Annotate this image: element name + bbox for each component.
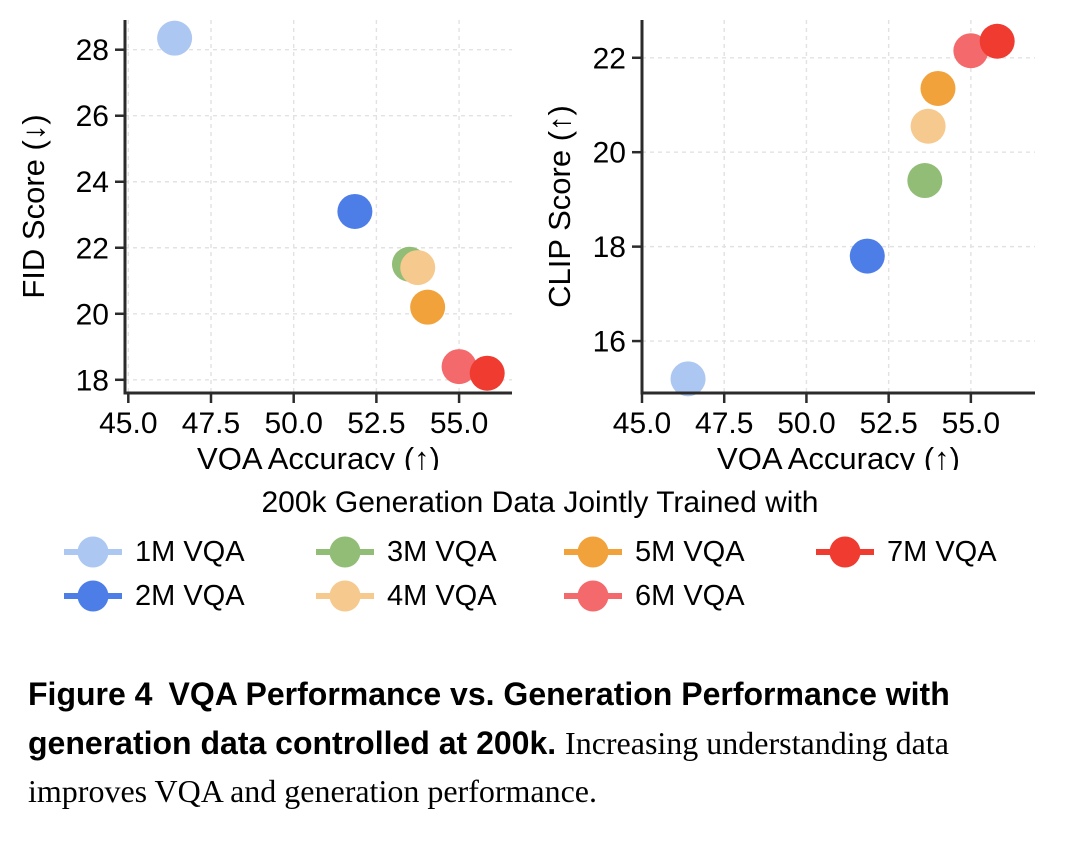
y-tick-label: 18: [593, 231, 626, 264]
legend-marker-icon: [64, 536, 122, 568]
y-axis-label: CLIP Score (↑): [542, 105, 577, 308]
point-7m-vqa: [469, 355, 505, 391]
x-tick-label: 50.0: [777, 407, 835, 440]
legend-item-1m-vqa: 1M VQA: [64, 534, 316, 570]
legend-marker-icon: [64, 580, 122, 612]
point-4m-vqa: [910, 108, 946, 144]
caption-bold-text: VQA Performance vs. Generation Performan…: [28, 676, 950, 761]
point-3m-vqa: [907, 163, 943, 199]
x-tick-label: 55.0: [942, 407, 1000, 440]
point-6m-vqa: [953, 33, 989, 69]
point-7m-vqa: [979, 23, 1015, 59]
x-tick-label: 52.5: [347, 407, 405, 440]
legend-item-7m-vqa: 7M VQA: [816, 534, 1080, 570]
legend-item-5m-vqa: 5M VQA: [564, 534, 816, 570]
x-tick-label: 45.0: [613, 407, 671, 440]
point-5m-vqa: [410, 289, 446, 325]
legend-label: 7M VQA: [887, 535, 997, 568]
point-2m-vqa: [337, 193, 373, 229]
caption-space: [556, 725, 565, 761]
point-4m-vqa: [400, 250, 436, 286]
legend-item-2m-vqa: 2M VQA: [64, 578, 316, 614]
legend-label: 4M VQA: [387, 579, 497, 612]
y-tick-label: 22: [76, 232, 109, 265]
y-tick-label: 20: [593, 137, 626, 170]
legend-item-4m-vqa: 4M VQA: [316, 578, 564, 614]
legend-title: 200k Generation Data Jointly Trained wit…: [261, 486, 819, 519]
x-tick-label: 45.0: [99, 407, 157, 440]
legend-label: 2M VQA: [135, 579, 245, 612]
y-tick-label: 20: [76, 298, 109, 331]
legend-label: 3M VQA: [387, 535, 497, 568]
caption-body-text: Increasing understanding data improves V…: [28, 724, 949, 810]
legend-item-6m-vqa: 6M VQA: [564, 578, 816, 614]
legend-label: 5M VQA: [635, 535, 745, 568]
x-axis-label: VQA Accuracy (↑): [197, 441, 440, 470]
x-tick-label: 52.5: [859, 407, 917, 440]
legend-marker-icon: [316, 536, 374, 568]
y-tick-label: 22: [593, 42, 626, 75]
x-tick-label: 47.5: [695, 407, 753, 440]
point-2m-vqa: [849, 238, 885, 274]
point-5m-vqa: [920, 70, 956, 106]
fid-scatter-chart: 45.0 47.5 50.0 52.5 55.0 18 20 22 24 26 28 VQA Accu…: [16, 20, 512, 470]
legend-label: 1M VQA: [135, 535, 245, 568]
y-tick-label: 16: [593, 326, 626, 359]
legend-marker-icon: [564, 580, 622, 612]
clip-scatter-chart: 45.0 47.5 50.0 52.5 55.0 16 18 20 22 VQA Accuracy…: [542, 20, 1035, 470]
legend-label: 6M VQA: [635, 579, 745, 612]
figure-4: 45.0 47.5 50.0 52.5 55.0 18 20 22 24 26 28 VQA Accu…: [0, 20, 1080, 816]
legend-item-3m-vqa: 3M VQA: [316, 534, 564, 570]
legend-marker-icon: [316, 580, 374, 612]
x-tick-label: 47.5: [182, 407, 240, 440]
x-tick-label: 55.0: [430, 407, 488, 440]
legend-marker-icon: [564, 536, 622, 568]
legend-grid: 1M VQA 2M VQA 3M VQA 4M VQA 5M VQA 6M VQA 7M V…: [64, 530, 1080, 618]
y-axis-label: FID Score (↓): [16, 114, 51, 298]
y-tick-label: 26: [76, 100, 109, 133]
legend: 200k Generation Data Jointly Trained wit…: [0, 486, 1080, 618]
x-tick-label: 50.0: [264, 407, 322, 440]
point-1m-vqa: [157, 20, 193, 56]
y-tick-label: 24: [76, 166, 109, 199]
figure-caption: Figure 4 VQA Performance vs. Generation P…: [28, 670, 1056, 816]
y-tick-label: 28: [76, 34, 109, 67]
legend-marker-icon: [816, 536, 874, 568]
figure-label: Figure 4: [28, 676, 153, 712]
point-1m-vqa: [670, 361, 706, 397]
point-6m-vqa: [441, 349, 477, 385]
x-axis-label: VQA Accuracy (↑): [717, 441, 960, 470]
y-tick-label: 18: [76, 364, 109, 397]
charts-row: 45.0 47.5 50.0 52.5 55.0 18 20 22 24 26 28 VQA Accu…: [16, 20, 1035, 470]
